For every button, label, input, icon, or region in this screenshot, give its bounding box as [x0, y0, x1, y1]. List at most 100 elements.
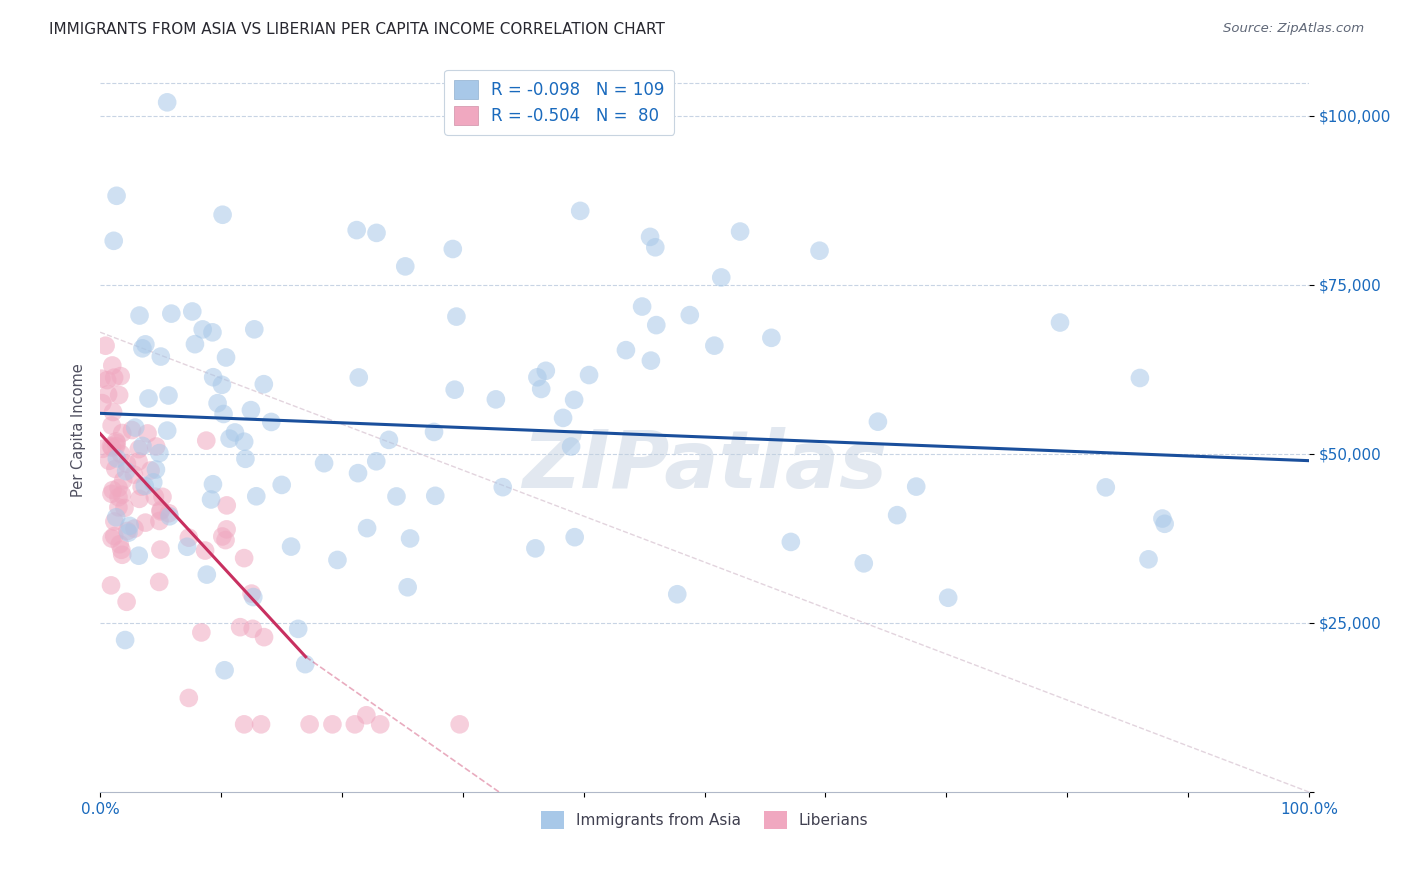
Point	[91, 396, 114, 410]
Point	[91, 442, 114, 456]
Point	[97, 387, 120, 401]
Point	[100, 578, 122, 592]
Point	[441, 242, 464, 256]
Point	[233, 551, 256, 566]
Point	[190, 625, 212, 640]
Point	[492, 480, 515, 494]
Point	[779, 535, 801, 549]
Point	[114, 633, 136, 648]
Point	[100, 439, 122, 453]
Point	[260, 415, 283, 429]
Point	[253, 377, 276, 392]
Point	[212, 407, 235, 421]
Point	[131, 342, 153, 356]
Point	[184, 337, 207, 351]
Point	[211, 529, 233, 543]
Point	[1137, 552, 1160, 566]
Point	[761, 331, 783, 345]
Point	[425, 489, 447, 503]
Point	[808, 244, 831, 258]
Point	[201, 477, 224, 491]
Point	[160, 307, 183, 321]
Point	[886, 508, 908, 523]
Point	[294, 657, 316, 672]
Point	[96, 373, 118, 387]
Point	[107, 481, 129, 495]
Point	[108, 537, 131, 551]
Point	[110, 447, 132, 461]
Point	[143, 490, 166, 504]
Point	[103, 370, 125, 384]
Point	[485, 392, 508, 407]
Point	[346, 223, 368, 237]
Point	[138, 392, 160, 406]
Point	[121, 423, 143, 437]
Point	[148, 446, 170, 460]
Point	[200, 492, 222, 507]
Point	[105, 434, 128, 449]
Point	[139, 463, 162, 477]
Point	[631, 300, 654, 314]
Point	[195, 567, 218, 582]
Point	[145, 462, 167, 476]
Point	[666, 587, 689, 601]
Y-axis label: Per Capita Income: Per Capita Income	[72, 363, 86, 497]
Point	[112, 473, 135, 487]
Point	[177, 690, 200, 705]
Point	[103, 515, 125, 529]
Point	[1152, 511, 1174, 525]
Point	[114, 500, 136, 515]
Point	[396, 580, 419, 594]
Point	[181, 304, 204, 318]
Point	[385, 490, 408, 504]
Point	[115, 464, 138, 478]
Text: Source: ZipAtlas.com: Source: ZipAtlas.com	[1223, 22, 1364, 36]
Point	[134, 516, 156, 530]
Point	[326, 553, 349, 567]
Point	[233, 717, 256, 731]
Text: IMMIGRANTS FROM ASIA VS LIBERIAN PER CAPITA INCOME CORRELATION CHART: IMMIGRANTS FROM ASIA VS LIBERIAN PER CAP…	[49, 22, 665, 37]
Point	[394, 260, 416, 274]
Point	[115, 457, 138, 471]
Point	[142, 475, 165, 490]
Text: ZIPatlas: ZIPatlas	[522, 427, 887, 506]
Point	[103, 234, 125, 248]
Point	[201, 326, 224, 340]
Point	[287, 622, 309, 636]
Point	[1153, 516, 1175, 531]
Point	[218, 432, 240, 446]
Point	[90, 371, 112, 385]
Point	[124, 522, 146, 536]
Point	[239, 403, 262, 417]
Point	[211, 208, 233, 222]
Point	[356, 521, 378, 535]
Point	[728, 225, 751, 239]
Point	[214, 663, 236, 677]
Point	[107, 500, 129, 515]
Point	[100, 418, 122, 433]
Point	[105, 451, 128, 466]
Point	[149, 542, 172, 557]
Point	[101, 405, 124, 419]
Point	[562, 392, 585, 407]
Point	[94, 339, 117, 353]
Point	[578, 368, 600, 382]
Point	[128, 454, 150, 468]
Point	[866, 415, 889, 429]
Point	[270, 478, 292, 492]
Point	[253, 630, 276, 644]
Point	[159, 509, 181, 524]
Point	[644, 240, 666, 254]
Point	[156, 424, 179, 438]
Point	[157, 506, 180, 520]
Point	[118, 519, 141, 533]
Point	[117, 525, 139, 540]
Point	[107, 490, 129, 504]
Point	[679, 308, 702, 322]
Point	[645, 318, 668, 332]
Point	[149, 350, 172, 364]
Point	[124, 420, 146, 434]
Point	[131, 439, 153, 453]
Point	[111, 488, 134, 502]
Point	[233, 434, 256, 449]
